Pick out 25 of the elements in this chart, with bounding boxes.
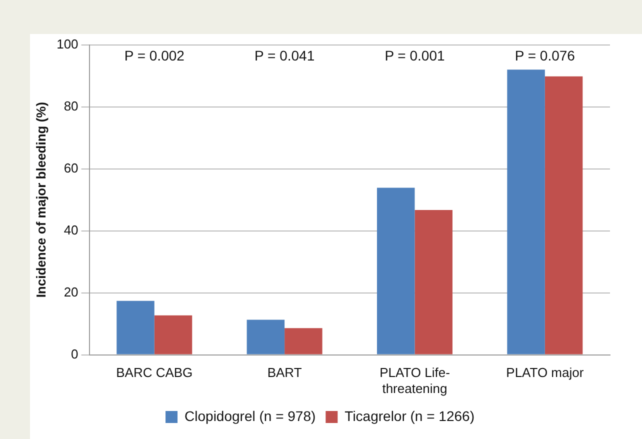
legend-label: Clopidogrel (n = 978): [184, 408, 316, 424]
x-tick-label: BART: [267, 365, 302, 380]
y-tick-label: 80: [64, 98, 78, 114]
annotation: P = 0.076: [514, 48, 576, 64]
bar: [246, 320, 285, 354]
annotation: P = 0.002: [124, 48, 185, 64]
x-tick-label: BARC CABG: [116, 365, 193, 380]
y-tick-label: 20: [64, 284, 78, 300]
y-tick-label: 0: [71, 346, 78, 362]
bar: [544, 76, 583, 354]
bar: [414, 210, 452, 354]
bar: [376, 188, 415, 354]
y-axis-title: Incidence of major bleeding (%): [33, 102, 48, 298]
bar: [116, 300, 154, 354]
x-tick-label: PLATO Life-threatening: [380, 365, 450, 396]
y-tick-label: 60: [64, 160, 78, 176]
annotation: P = 0.001: [384, 48, 445, 64]
annotation: P = 0.041: [254, 48, 315, 64]
legend-label: Ticagrelor (n = 1266): [344, 408, 474, 424]
bar: [284, 328, 322, 354]
x-tick-label: PLATO major: [506, 365, 584, 380]
bar: [154, 315, 192, 354]
bar: [507, 70, 545, 354]
y-tick-label: 100: [56, 36, 78, 52]
y-tick-label: 40: [64, 222, 78, 238]
